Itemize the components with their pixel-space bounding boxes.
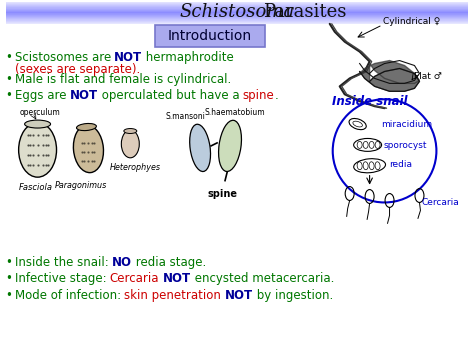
- Text: redia: redia: [390, 160, 412, 169]
- Bar: [6, 15, 468, 16]
- Ellipse shape: [76, 124, 96, 131]
- Text: encysted metacercaria.: encysted metacercaria.: [191, 272, 334, 285]
- Bar: [6, 19, 468, 20]
- Bar: [6, 16, 468, 17]
- Text: •: •: [6, 272, 12, 285]
- Text: NO: NO: [112, 256, 132, 268]
- Text: NOT: NOT: [163, 272, 191, 285]
- Bar: [6, 13, 468, 14]
- Text: Paragonimus: Paragonimus: [55, 181, 107, 190]
- Bar: [6, 17, 468, 18]
- Bar: [6, 11, 468, 12]
- Text: Inside the snail:: Inside the snail:: [15, 256, 112, 268]
- Bar: [6, 21, 468, 22]
- Ellipse shape: [219, 120, 241, 171]
- Text: Introduction: Introduction: [168, 29, 252, 43]
- Text: redia stage.: redia stage.: [132, 256, 206, 268]
- Ellipse shape: [18, 122, 56, 177]
- Text: •: •: [6, 73, 12, 86]
- Text: Parasites: Parasites: [263, 3, 346, 21]
- Bar: [6, 18, 468, 19]
- Text: Schistosoma: Schistosoma: [179, 3, 295, 21]
- Text: Inside snail: Inside snail: [332, 95, 407, 108]
- Text: spine: spine: [207, 189, 237, 198]
- Bar: [6, 9, 468, 10]
- Ellipse shape: [73, 125, 103, 173]
- Ellipse shape: [124, 129, 137, 133]
- Bar: [6, 2, 468, 3]
- Bar: [6, 14, 468, 15]
- Text: S.haematobium: S.haematobium: [205, 108, 265, 117]
- Text: Mode of infection:: Mode of infection:: [15, 289, 125, 302]
- Bar: [6, 5, 468, 6]
- Bar: [6, 20, 468, 21]
- Polygon shape: [360, 61, 419, 91]
- Ellipse shape: [190, 124, 210, 171]
- Text: Male is flat and female is cylindrical.: Male is flat and female is cylindrical.: [15, 73, 231, 86]
- Text: •: •: [6, 89, 12, 102]
- Text: skin penetration: skin penetration: [124, 289, 221, 302]
- Text: operculum: operculum: [19, 108, 60, 117]
- Text: NOT: NOT: [70, 89, 98, 102]
- Text: Scistosomes are: Scistosomes are: [15, 51, 115, 64]
- Bar: [6, 6, 468, 7]
- Text: operculated but have a: operculated but have a: [98, 89, 243, 102]
- Text: sporocyst: sporocyst: [383, 141, 427, 151]
- Text: Cylindrical ♀: Cylindrical ♀: [383, 17, 440, 26]
- Text: .: .: [274, 89, 278, 102]
- Bar: [6, 10, 468, 11]
- Bar: [6, 8, 468, 9]
- Text: •: •: [6, 256, 12, 268]
- Text: Cercaria: Cercaria: [110, 272, 159, 285]
- Text: hermaphrodite: hermaphrodite: [142, 51, 234, 64]
- Ellipse shape: [121, 130, 139, 158]
- Bar: [6, 12, 468, 13]
- Text: NOT: NOT: [225, 289, 253, 302]
- Text: Heterophyes: Heterophyes: [110, 163, 161, 172]
- Text: S.mansoni: S.mansoni: [165, 111, 205, 121]
- Text: (sexes are separate).: (sexes are separate).: [15, 63, 140, 76]
- Bar: [6, 23, 468, 24]
- FancyBboxPatch shape: [155, 25, 265, 47]
- Text: Fasciola: Fasciola: [18, 183, 53, 192]
- Ellipse shape: [25, 120, 51, 128]
- Text: miracidium: miracidium: [382, 120, 433, 129]
- Text: NOT: NOT: [114, 51, 143, 64]
- Text: by ingestion.: by ingestion.: [253, 289, 333, 302]
- Text: Eggs are: Eggs are: [15, 89, 70, 102]
- Text: Cercaria: Cercaria: [421, 198, 459, 207]
- Bar: [6, 4, 468, 5]
- Text: Flat ♂: Flat ♂: [414, 72, 442, 81]
- Text: spine: spine: [243, 89, 274, 102]
- Text: •: •: [6, 289, 12, 302]
- Bar: [6, 22, 468, 23]
- Bar: [6, 7, 468, 8]
- Text: Infective stage:: Infective stage:: [15, 272, 110, 285]
- Bar: [6, 3, 468, 4]
- Text: •: •: [6, 51, 12, 64]
